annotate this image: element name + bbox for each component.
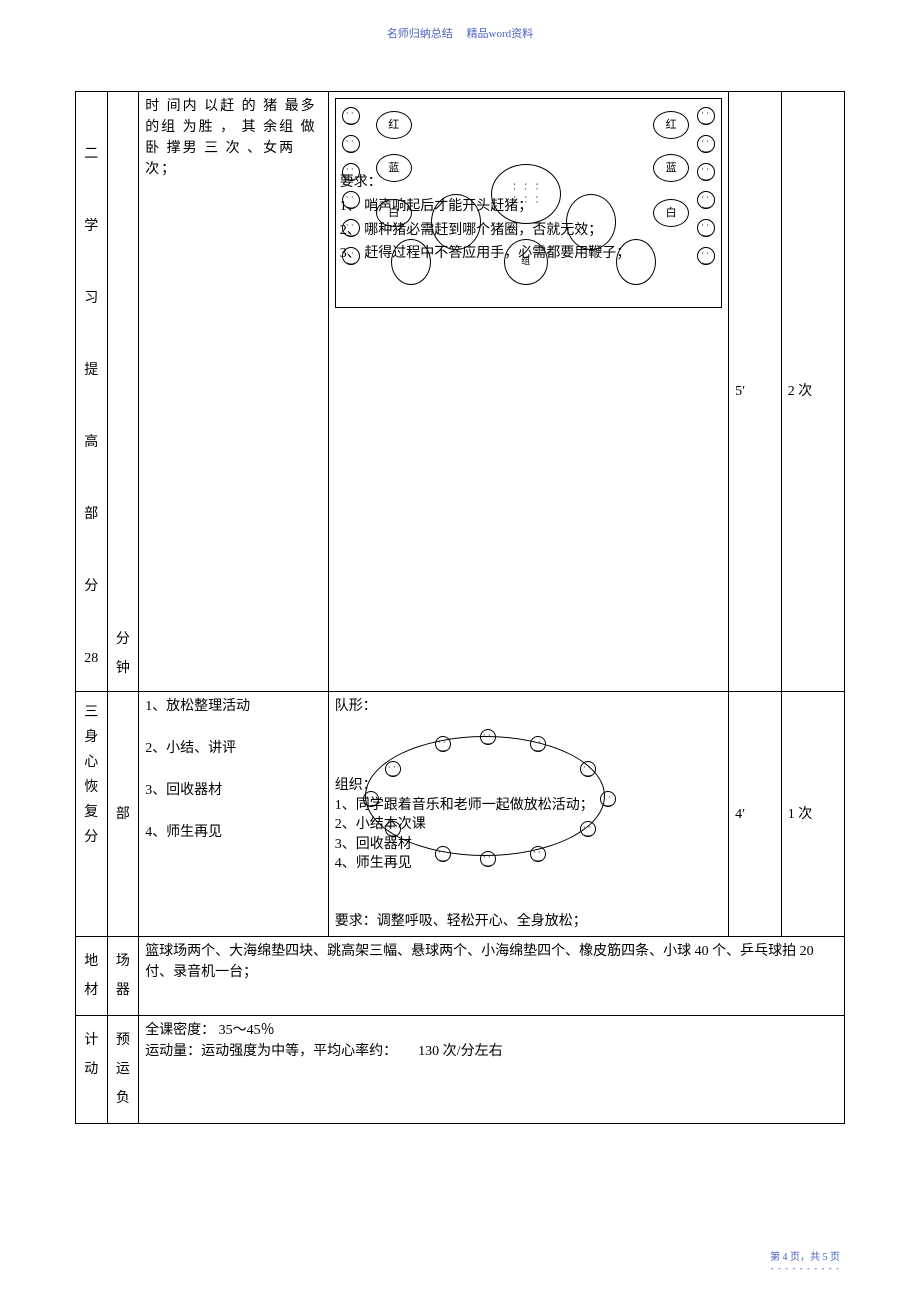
section-5-label-b: 预 运 负 [107, 1016, 139, 1124]
section-2-label-b: 分 钟 [107, 92, 139, 692]
section-3-count: 1 次 [781, 692, 844, 937]
l5-3: 动 [82, 1059, 101, 1080]
lesson-plan-table: 二 学 习 提 高 部 分 28 分 钟 时 间内 以赶 的 猪 最多 的组 为… [75, 91, 845, 1124]
req-3: 3、 赶得过程中不答应用手，必需都要用鞭子； [340, 242, 717, 266]
label-ti: 提 [82, 360, 101, 381]
c3-4: 4、师生再见 [145, 822, 322, 843]
section-2-count: 2 次 [781, 92, 844, 692]
header-right: 精品word资料 [467, 28, 534, 40]
c-text: 时 间内 以赶 的 猪 最多 的组 为胜 ， 其 余组 做卧 撑男 三 次 、女… [145, 96, 322, 180]
req-title: 要求： [340, 171, 717, 195]
smiley-icon [342, 135, 360, 153]
label-xi: 习 [82, 288, 101, 309]
label-bu: 部 [82, 504, 101, 525]
l3-2: 身 [82, 727, 101, 748]
footer-text: 第 4 页，共 5 页 [770, 1248, 840, 1263]
smiley-icon [697, 107, 715, 125]
section-2-label-a: 二 学 习 提 高 部 分 28 [76, 92, 108, 692]
label-xue: 学 [82, 216, 101, 237]
section-2-content-c: 时 间内 以赶 的 猪 最多 的组 为胜 ， 其 余组 做卧 撑男 三 次 、女… [139, 92, 329, 692]
circle-red-right: 红 [653, 111, 689, 139]
page-header: 名师归纳总结 精品word资料 [0, 20, 920, 91]
l3-4: 恢 [82, 777, 101, 798]
l4-3: 材 [82, 980, 101, 1001]
footer-dashes: - - - - - - - - - - [770, 1263, 840, 1273]
smiley-icon [530, 736, 546, 752]
l5-1: 预 [114, 1030, 133, 1051]
intensity-line1: 全课密度： 35～45％ [145, 1020, 838, 1041]
formation-diagram: 组织： 1、同学跟着音乐和老师一起做放松活动； 2、小结本次课 3、回收器材 4… [335, 721, 722, 871]
section-3-content-d: 队形： 组织： 1、同学 [328, 692, 728, 937]
header-left: 名师归纳总结 [387, 28, 453, 40]
section-4-label-a: 地 材 [76, 937, 108, 1016]
d3-req: 要求：调整呼吸、轻松开心、全身放松； [335, 911, 722, 932]
l4-2: 地 [82, 951, 101, 972]
page-footer: 第 4 页，共 5 页 - - - - - - - - - - [770, 1248, 840, 1273]
section-2-time: 5′ [729, 92, 782, 692]
c3-2: 2、小结、讲评 [145, 738, 322, 759]
smiley-icon [580, 761, 596, 777]
label-zhong: 钟 [114, 658, 133, 679]
label-fen2: 分 [114, 629, 133, 650]
l3-5: 复 [82, 802, 101, 823]
l3b-1: 部 [114, 804, 133, 825]
d3-3: 3、回收器材 [335, 835, 722, 855]
l3-1: 三 [82, 702, 101, 723]
smiley-icon [342, 107, 360, 125]
c3-1: 1、放松整理活动 [145, 696, 322, 717]
section-3-label-a: 三 身 心 恢 复 分 [76, 692, 108, 937]
section-3-content-c: 1、放松整理活动 2、小结、讲评 3、回收器材 4、师生再见 [139, 692, 329, 937]
d3-1: 1、同学跟着音乐和老师一起做放松活动； [335, 796, 722, 816]
section-2-content-d: 红 蓝 白 红 蓝 白 ︰ ︰ ︰ ︰ ︰ ︰ 组 要求： [328, 92, 728, 692]
l3-6: 分 [82, 827, 101, 848]
label-28: 28 [82, 648, 101, 669]
section-5-label-a: 计 动 [76, 1016, 108, 1124]
l4-4: 器 [114, 980, 133, 1001]
d3-org: 组织： [335, 776, 722, 796]
section-4-label-b: 场 器 [107, 937, 139, 1016]
smiley-icon [435, 736, 451, 752]
section-3-time: 4′ [729, 692, 782, 937]
label-gao: 高 [82, 432, 101, 453]
circle-red-left: 红 [376, 111, 412, 139]
intensity-line2: 运动量：运动强度为中等，平均心率约： 130 次/分左右 [145, 1041, 838, 1062]
c3-3: 3、回收器材 [145, 780, 322, 801]
req-1: 1、 哨声响起后才能开头赶猪； [340, 195, 717, 219]
l3-3: 心 [82, 752, 101, 773]
l5-4: 运 [114, 1059, 133, 1080]
label-fen: 分 [82, 576, 101, 597]
d3-title: 队形： [335, 696, 722, 717]
d3-2: 2、小结本次课 [335, 815, 722, 835]
l5-2: 计 [82, 1030, 101, 1051]
equipment-text: 篮球场两个、大海绵垫四块、跳高架三幅、悬球两个、小海绵垫四个、橡皮筋四条、小球 … [139, 937, 845, 1016]
section-3-label-b: 部 [107, 692, 139, 937]
intensity-cell: 全课密度： 35～45％ 运动量：运动强度为中等，平均心率约： 130 次/分左… [139, 1016, 845, 1124]
pig-diagram: 红 蓝 白 红 蓝 白 ︰ ︰ ︰ ︰ ︰ ︰ 组 要求： [335, 98, 722, 308]
d3-4: 4、师生再见 [335, 854, 722, 874]
smiley-icon [385, 761, 401, 777]
l5-5: 负 [114, 1088, 133, 1109]
label-er: 二 [82, 144, 101, 165]
smiley-icon [697, 135, 715, 153]
smiley-icon [480, 729, 496, 745]
req-2: 2、 哪种猪必需赶到哪个猪圈，否就无效； [340, 219, 717, 243]
l4-1: 场 [114, 951, 133, 972]
